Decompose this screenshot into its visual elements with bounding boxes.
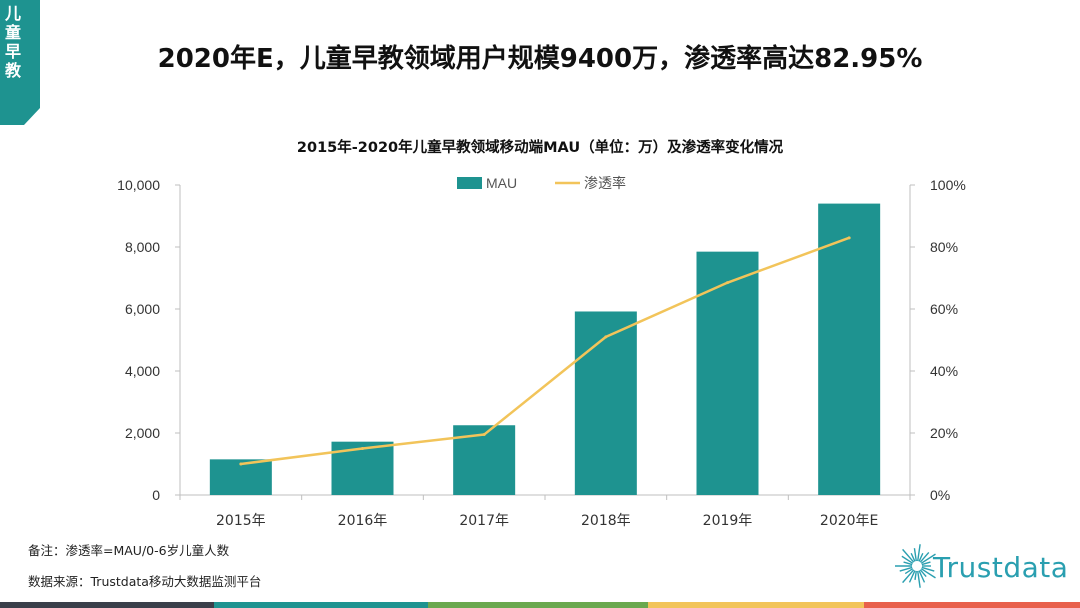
sunburst-ray	[908, 570, 916, 583]
y-right-tick-label: 0%	[930, 487, 950, 503]
footer-bar-segment	[0, 602, 214, 608]
sunburst-ray	[902, 548, 915, 563]
sunburst-ray	[921, 566, 935, 572]
sunburst-ray	[920, 568, 936, 579]
sunburst-ray	[919, 551, 930, 563]
y-right-tick-label: 40%	[930, 363, 958, 379]
sunburst-icon	[895, 544, 936, 588]
footer-color-bars	[0, 602, 1080, 608]
corner-tag-shape	[0, 0, 40, 125]
sunburst-ray	[920, 553, 936, 564]
sunburst-ray	[902, 569, 915, 584]
sunburst-ray	[914, 570, 917, 580]
bar-mau	[818, 203, 881, 495]
sunburst-ray	[913, 548, 917, 562]
sunburst-ray	[918, 570, 926, 583]
legend-label-rate: 渗透率	[584, 175, 626, 192]
y-left-tick-label: 10,000	[117, 177, 160, 193]
trustdata-logo: Trustdata	[893, 535, 1073, 595]
chart-title: 2015年-2020年儿童早教领域移动端MAU（单位：万）及渗透率变化情况	[296, 140, 784, 156]
y-left-tick-label: 2,000	[125, 425, 160, 441]
sunburst-ray	[921, 561, 931, 566]
bar-mau	[696, 251, 759, 495]
line-point	[482, 433, 486, 437]
line-penetration-rate	[240, 236, 850, 466]
sunburst-ray	[899, 566, 913, 572]
remark-note: 备注：渗透率=MAU/0-6岁儿童人数	[28, 543, 230, 558]
corner-tag: 儿童早教	[0, 0, 40, 125]
footer-bar-segment	[214, 602, 428, 608]
source-note: 数据来源：Trustdata移动大数据监测平台	[28, 574, 262, 589]
sunburst-ray	[919, 569, 927, 578]
sunburst-ray	[904, 568, 914, 575]
logo-text: Trustdata	[933, 551, 1069, 584]
line-point	[361, 447, 364, 450]
x-tick-label: 2015年	[216, 513, 266, 529]
line-point	[239, 462, 243, 466]
line-point	[604, 335, 608, 339]
x-tick-label: 2019年	[703, 513, 753, 529]
x-tick-label: 2016年	[338, 513, 388, 529]
y-left-tick-label: 6,000	[125, 301, 160, 317]
line-point	[726, 281, 729, 285]
y-left-tick-label: 8,000	[125, 239, 160, 255]
line-point	[847, 236, 851, 240]
sunburst-ray	[918, 552, 924, 562]
sunburst-ray	[910, 552, 916, 562]
legend-label-mau: MAU	[486, 175, 517, 191]
y-left-tick-label: 4,000	[125, 363, 160, 379]
y-left-tick-label: 0	[152, 487, 160, 503]
footer-bar-segment	[428, 602, 648, 608]
y-right-tick-label: 100%	[930, 177, 966, 193]
combo-chart: 0 2,000 4,000 6,000 8,000 10,000 0% 20% 40% 60% 80…	[117, 175, 966, 529]
sunburst-ray	[903, 561, 913, 566]
y-right-tick-label: 80%	[930, 239, 958, 255]
footer-bar-segment	[864, 602, 1080, 608]
legend-swatch-mau	[457, 177, 482, 189]
footer-bar-segment	[648, 602, 864, 608]
x-tick-label: 2017年	[459, 513, 509, 529]
page-title: 2020年E，儿童早教领域用户规模9400万，渗透率高达82.95%	[157, 44, 923, 74]
bar-mau	[574, 311, 637, 495]
y-right-tick-label: 60%	[930, 301, 958, 317]
y-right-tick-label: 20%	[930, 425, 958, 441]
sunburst-ray	[917, 570, 921, 588]
x-tick-label: 2018年	[581, 513, 631, 529]
x-tick-label: 2020年E	[820, 513, 878, 529]
sunburst-ray	[917, 544, 921, 562]
corner-tag-text: 儿童早教	[4, 4, 21, 80]
sunburst-ray	[901, 555, 914, 564]
